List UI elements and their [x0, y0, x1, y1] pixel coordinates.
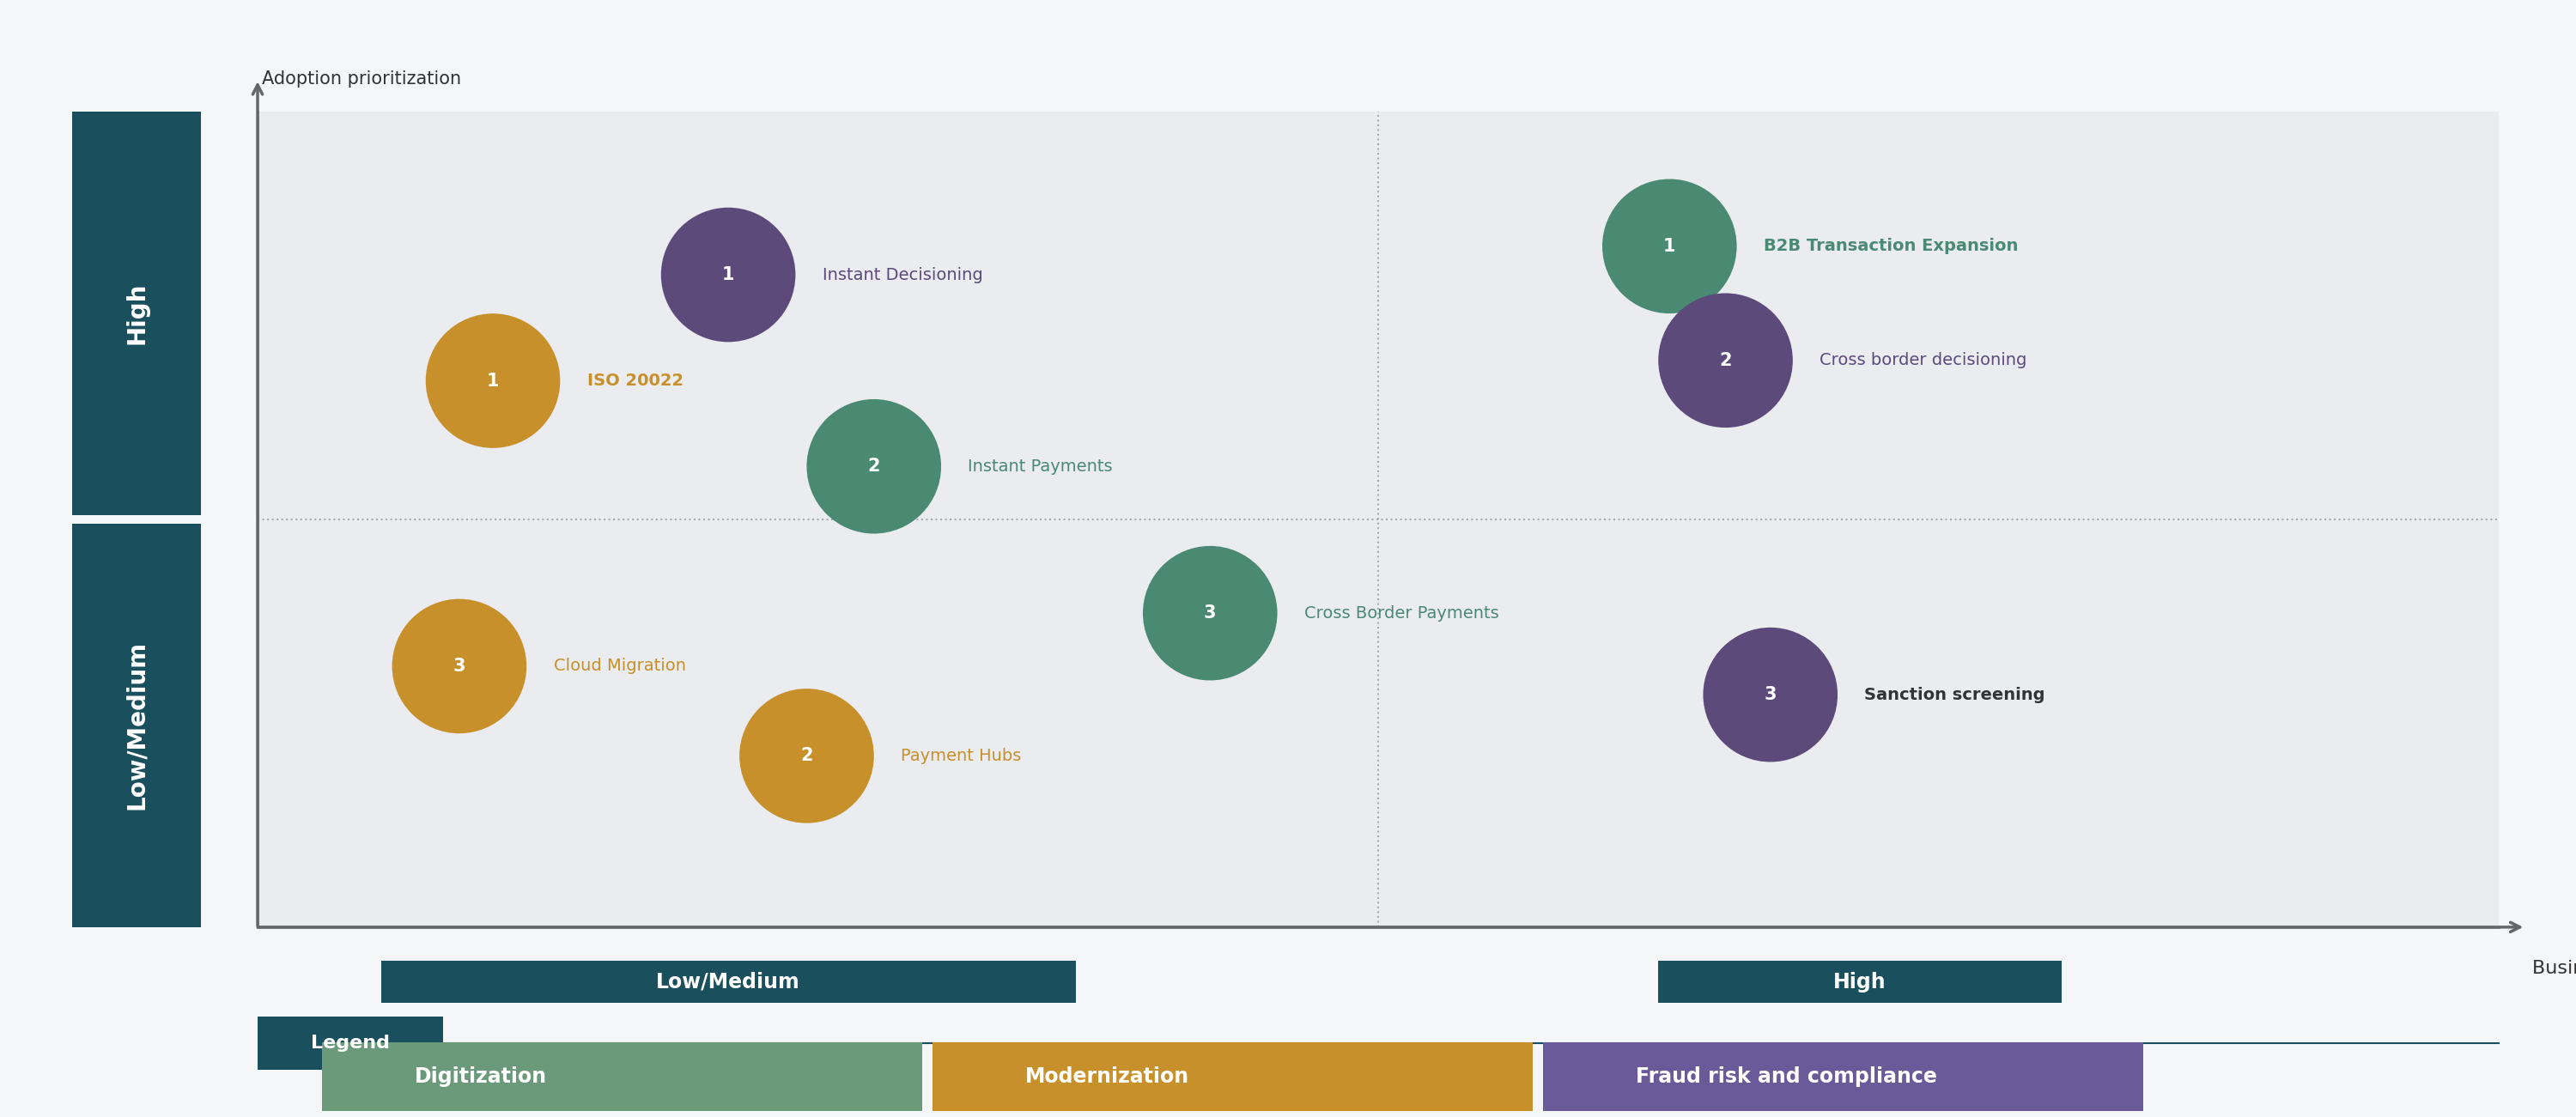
Text: Adoption prioritization: Adoption prioritization [263, 70, 461, 87]
Ellipse shape [1602, 179, 1736, 314]
Text: Fraud risk and compliance: Fraud risk and compliance [1636, 1067, 1937, 1087]
Text: Low/Medium: Low/Medium [657, 972, 801, 992]
Text: Payment Hubs: Payment Hubs [902, 747, 1020, 764]
Text: Digitization: Digitization [415, 1067, 546, 1087]
Text: High: High [1834, 972, 1886, 992]
Ellipse shape [392, 599, 526, 734]
Ellipse shape [1659, 293, 1793, 428]
Text: 1: 1 [487, 372, 500, 390]
Text: Cross border decisioning: Cross border decisioning [1819, 352, 2027, 369]
Text: Cloud Migration: Cloud Migration [554, 658, 685, 675]
Text: 1: 1 [721, 266, 734, 284]
Text: Modernization: Modernization [1025, 1067, 1190, 1087]
Ellipse shape [662, 208, 796, 342]
Text: Instant Decisioning: Instant Decisioning [822, 267, 981, 283]
Ellipse shape [1703, 628, 1837, 762]
Text: 2: 2 [801, 747, 814, 764]
Text: Low/Medium: Low/Medium [124, 641, 149, 810]
Text: 3: 3 [453, 658, 466, 675]
Text: 2: 2 [868, 458, 881, 475]
Text: High: High [124, 283, 149, 344]
Ellipse shape [739, 689, 873, 823]
Ellipse shape [425, 314, 559, 448]
Text: Business value: Business value [2532, 960, 2576, 977]
Text: 2: 2 [1718, 352, 1731, 369]
Ellipse shape [806, 399, 940, 534]
Text: Legend: Legend [312, 1034, 389, 1052]
Text: 3: 3 [1203, 604, 1216, 622]
Text: 1: 1 [1664, 238, 1677, 255]
Text: Instant Payments: Instant Payments [969, 458, 1113, 475]
Ellipse shape [1144, 546, 1278, 680]
Text: Sanction screening: Sanction screening [1865, 687, 2045, 703]
Text: Cross Border Payments: Cross Border Payments [1303, 605, 1499, 621]
Text: ISO 20022: ISO 20022 [587, 373, 683, 389]
Text: 3: 3 [1765, 686, 1777, 704]
Text: B2B Transaction Expansion: B2B Transaction Expansion [1765, 238, 2017, 255]
